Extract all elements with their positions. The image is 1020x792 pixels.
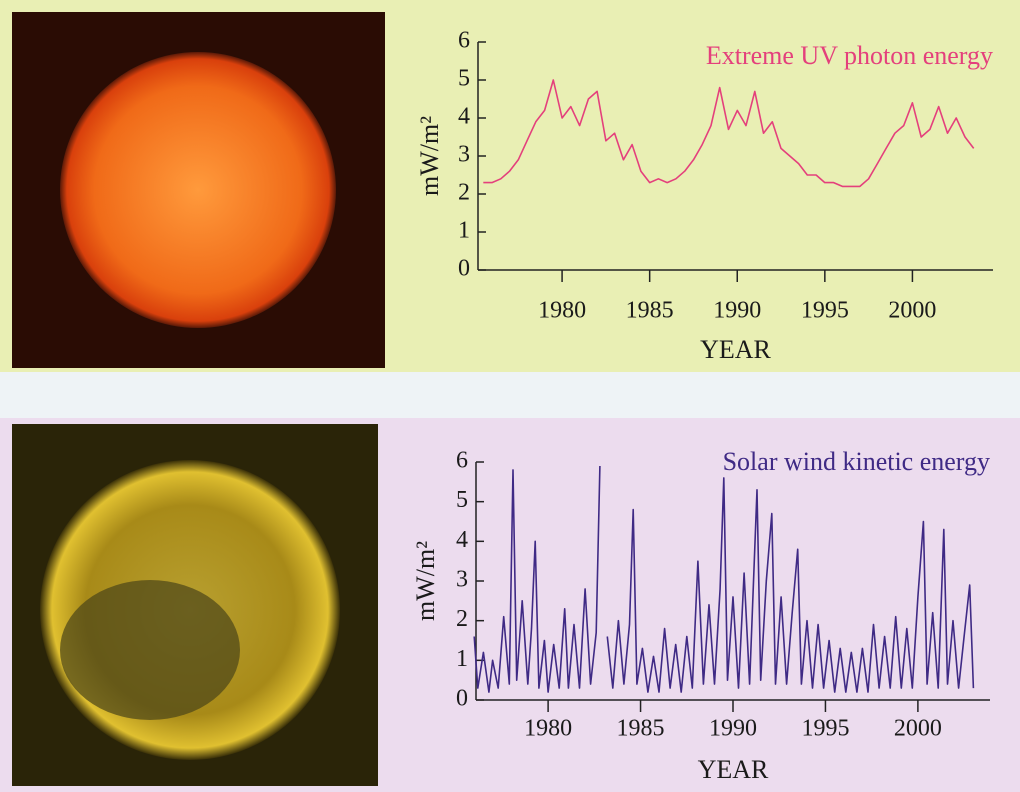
y-tick-label: 0	[458, 256, 470, 282]
data-line	[473, 465, 975, 693]
chart-title: Solar wind kinetic energy	[723, 447, 990, 476]
y-tick-label: 0	[456, 686, 468, 712]
y-tick-label: 3	[458, 142, 470, 168]
x-tick-label: 1980	[538, 298, 586, 324]
x-tick-label: 1990	[709, 716, 757, 742]
x-tick-label: 1990	[713, 298, 761, 324]
y-tick-label: 1	[458, 218, 470, 244]
y-tick-label: 2	[458, 180, 470, 206]
x-tick-label: 1995	[801, 716, 849, 742]
coronal-hole	[60, 580, 240, 720]
x-tick-label: 1995	[801, 298, 849, 324]
x-tick-label: 2000	[894, 716, 942, 742]
y-tick-label: 5	[458, 66, 470, 92]
x-axis-title: YEAR	[698, 755, 769, 784]
y-tick-label: 5	[456, 487, 468, 513]
sun-image-orange	[60, 52, 336, 328]
y-tick-label: 4	[456, 527, 468, 553]
data-line	[483, 79, 975, 188]
y-tick-label: 3	[456, 567, 468, 593]
x-tick-label: 1980	[524, 716, 572, 742]
y-axis-title: mW/m²	[411, 541, 440, 621]
x-axis-title: YEAR	[700, 335, 771, 364]
chart-title: Extreme UV photon energy	[706, 41, 993, 70]
y-tick-label: 4	[458, 104, 470, 130]
y-axis-title: mW/m²	[415, 116, 444, 196]
plots: 0 1 2 3 4 5 6 1980 1985 1990 1995 2000 YEAR mW/m² Extr…	[411, 28, 993, 784]
y-tick-label: 2	[456, 606, 468, 632]
x-tick-label: 2000	[888, 298, 936, 324]
y-tick-label: 6	[458, 28, 470, 54]
y-tick-label: 1	[456, 646, 468, 672]
x-tick-label: 1985	[617, 716, 665, 742]
x-tick-label: 1985	[626, 298, 674, 324]
y-tick-label: 6	[456, 448, 468, 474]
